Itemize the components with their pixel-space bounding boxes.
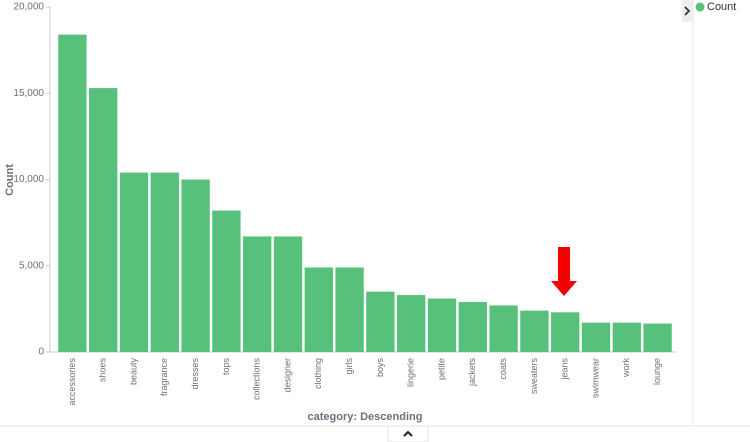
- bar: [119, 172, 149, 352]
- x-tick-label: accessories: [67, 358, 77, 406]
- x-tick-label: clothing: [313, 358, 323, 389]
- collapse-tab[interactable]: [387, 425, 429, 442]
- legend-swatch: [695, 2, 705, 12]
- annotation-arrow: [551, 247, 577, 296]
- y-tick-label: 0: [38, 347, 44, 358]
- bar: [366, 291, 395, 352]
- legend-toggle[interactable]: [682, 0, 693, 22]
- bar: [243, 236, 272, 352]
- x-tick-label: petite: [436, 358, 446, 380]
- bar: [427, 298, 457, 352]
- legend-toggle-icon: [684, 6, 691, 16]
- x-tick-label: coats: [498, 358, 508, 380]
- x-tick-label: lingerie: [406, 358, 416, 387]
- bar: [89, 88, 118, 352]
- legend-label[interactable]: Count: [707, 1, 736, 13]
- x-tick-label: girls: [344, 358, 354, 375]
- y-tick-label: 15,000: [13, 88, 44, 99]
- bar: [58, 34, 87, 352]
- x-tick-label: sweaters: [529, 358, 539, 395]
- bar: [643, 323, 672, 352]
- y-tick-label: 5,000: [19, 260, 44, 271]
- bar: [612, 322, 641, 352]
- x-tick-label: designer: [282, 358, 292, 393]
- collapse-icon: [403, 430, 413, 437]
- bar: [581, 322, 611, 352]
- x-tick-label: swimwear: [590, 358, 600, 398]
- bar: [304, 267, 333, 352]
- bar: [397, 295, 426, 352]
- y-tick-label: 20,000: [13, 2, 44, 13]
- x-axis-label: category: Descending: [308, 411, 423, 423]
- bar: [212, 210, 241, 352]
- x-tick-label: beauty: [128, 358, 138, 386]
- bar: [150, 172, 179, 352]
- bar: [335, 267, 364, 352]
- x-tick-label: jackets: [467, 358, 477, 388]
- x-tick-label: collections: [252, 358, 262, 401]
- x-tick-label: dresses: [190, 358, 200, 390]
- x-tick-label: tops: [221, 358, 231, 376]
- bar: [551, 312, 580, 352]
- bar: [458, 301, 487, 352]
- y-axis-label: Count: [4, 164, 16, 196]
- x-tick-label: work: [621, 358, 631, 379]
- x-tick-label: boys: [375, 358, 385, 378]
- bar: [273, 236, 303, 352]
- x-tick-label: fragrance: [159, 358, 169, 396]
- y-tick-label: 10,000: [13, 174, 44, 185]
- x-tick-label: lounge: [652, 358, 662, 385]
- x-tick-label: jeans: [560, 358, 570, 381]
- bar: [181, 179, 210, 352]
- bar: [489, 305, 518, 352]
- bar: [520, 310, 549, 352]
- x-tick-label: shoes: [98, 358, 108, 383]
